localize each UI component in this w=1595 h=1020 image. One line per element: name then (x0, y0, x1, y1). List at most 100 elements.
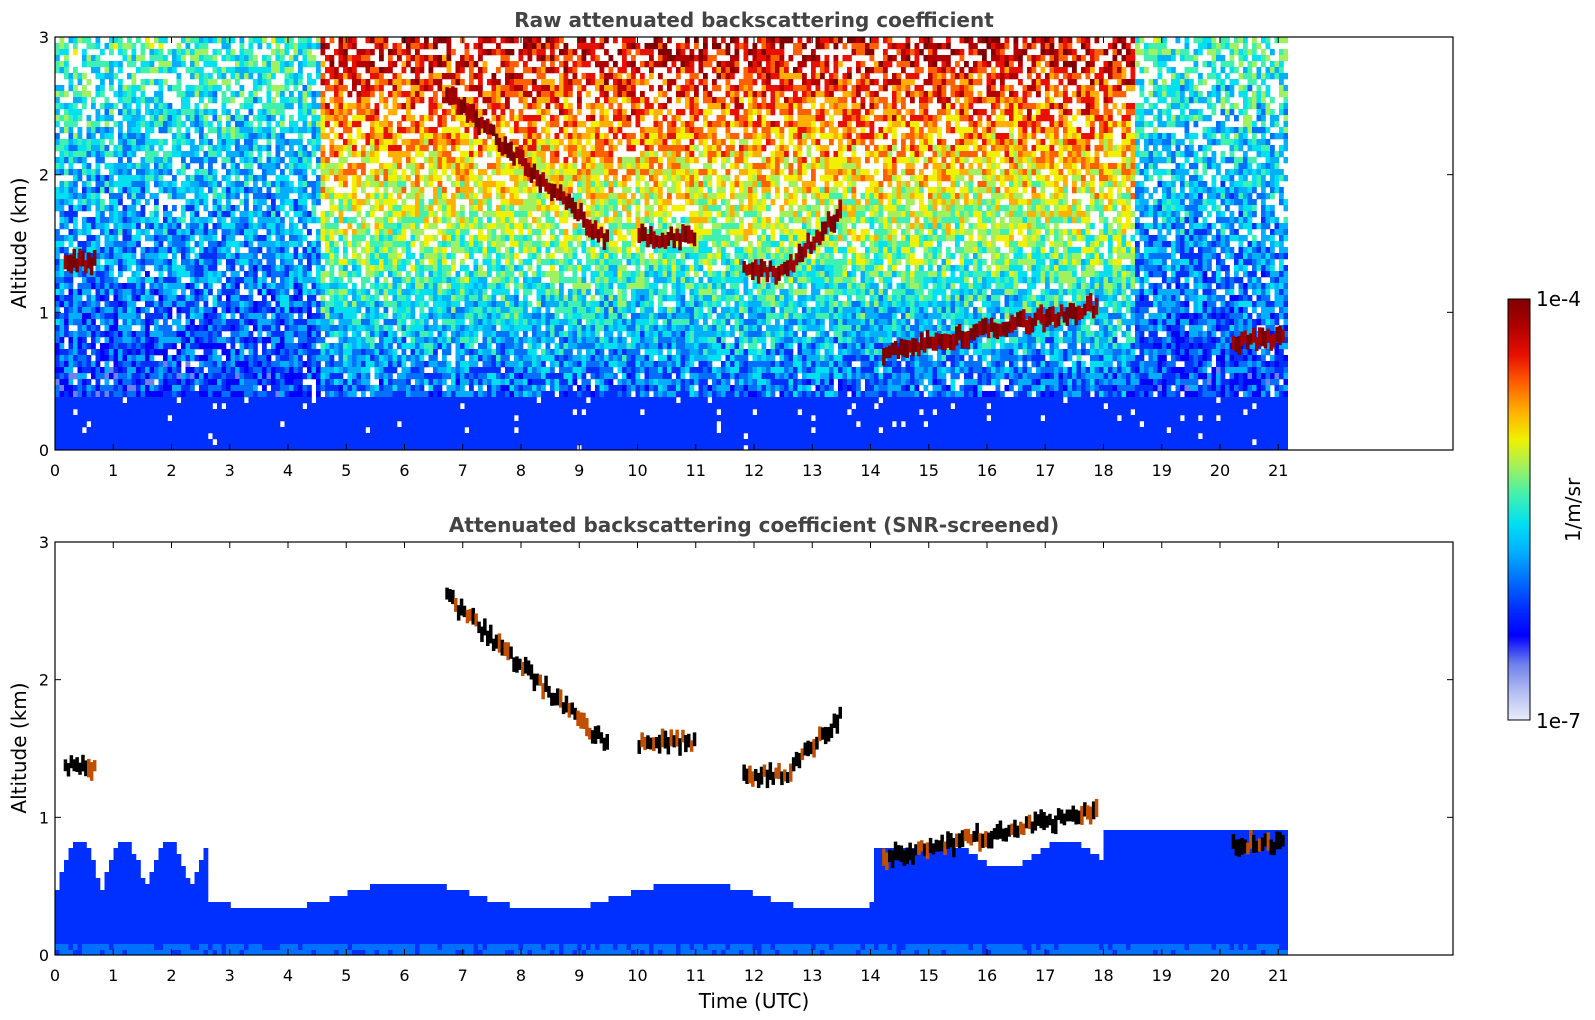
heatmap-cell (410, 235, 416, 242)
heatmap-cell (217, 379, 222, 386)
heatmap-cell (262, 277, 267, 284)
heatmap-cell (77, 289, 83, 296)
heatmap-cell (347, 193, 353, 200)
heatmap-cell (55, 379, 60, 386)
heatmap-cell (406, 139, 411, 146)
heatmap-cell (185, 313, 191, 320)
heatmap-cell (257, 283, 263, 290)
heatmap-cell (145, 145, 150, 152)
heatmap-cell (230, 349, 236, 356)
heatmap-cell (370, 295, 375, 302)
heatmap-cell (365, 373, 371, 380)
heatmap-cell (145, 121, 150, 128)
heatmap-cell (356, 409, 362, 416)
heatmap-cell (91, 307, 96, 314)
heatmap-cell (163, 139, 168, 146)
heatmap-cell (185, 199, 191, 206)
heatmap-cell (316, 199, 321, 206)
heatmap-cell (284, 241, 290, 248)
heatmap-cell (172, 121, 177, 128)
heatmap-cell (302, 391, 308, 398)
heatmap-cell (100, 199, 105, 206)
heatmap-cell (239, 325, 245, 332)
heatmap-cell (293, 127, 299, 134)
heatmap-cell (77, 265, 83, 272)
heatmap-cell (343, 421, 348, 428)
heatmap-cell (392, 229, 398, 236)
heatmap-cell (343, 415, 348, 422)
heatmap-cell (140, 349, 146, 356)
heatmap-cell (244, 259, 249, 266)
heatmap-cell (253, 139, 258, 146)
heatmap-cell (406, 223, 411, 230)
heatmap-cell (239, 427, 245, 434)
heatmap-cell (275, 271, 281, 278)
heatmap-cell (401, 91, 407, 98)
heatmap-cell (163, 223, 168, 230)
heatmap-cell (415, 367, 420, 374)
heatmap-cell (64, 367, 69, 374)
heatmap-cell (109, 133, 114, 140)
heatmap-cell (401, 205, 407, 212)
heatmap-cell (149, 193, 155, 200)
heatmap-cell (446, 139, 452, 146)
heatmap-cell (370, 241, 375, 248)
heatmap-cell (451, 379, 456, 386)
heatmap-cell (248, 43, 254, 50)
heatmap-cell (329, 319, 335, 326)
heatmap-cell (86, 319, 92, 326)
heatmap-cell (311, 259, 317, 266)
heatmap-cell (298, 157, 303, 164)
heatmap-cell (338, 271, 344, 278)
heatmap-cell (280, 223, 285, 230)
heatmap-cell (356, 325, 362, 332)
heatmap-cell (140, 91, 146, 98)
heatmap-cell (266, 241, 272, 248)
heatmap-cell (446, 211, 452, 218)
heatmap-cell (307, 241, 312, 248)
heatmap-cell (68, 415, 74, 422)
heatmap-cell (442, 265, 447, 272)
heatmap-cell (334, 229, 339, 236)
heatmap-cell (307, 265, 312, 272)
heatmap-cell (163, 313, 168, 320)
heatmap-cell (343, 259, 348, 266)
heatmap-cell (194, 223, 200, 230)
heatmap-cell (158, 259, 164, 266)
heatmap-cell (320, 61, 326, 68)
heatmap-cell (424, 277, 429, 284)
heatmap-cell (185, 265, 191, 272)
heatmap-cell (140, 445, 146, 450)
heatmap-cell (338, 421, 344, 428)
heatmap-cell (419, 403, 425, 410)
heatmap-cell (118, 367, 123, 374)
heatmap-cell (370, 109, 375, 116)
heatmap-cell (239, 343, 245, 350)
heatmap-cell (415, 385, 420, 392)
heatmap-cell (397, 73, 402, 80)
heatmap-cell (271, 409, 276, 416)
heatmap-cell (401, 187, 407, 194)
heatmap-cell (113, 391, 119, 398)
heatmap-cell (149, 355, 155, 362)
heatmap-cell (104, 43, 110, 50)
heatmap-cell (442, 271, 447, 278)
heatmap-cell (370, 385, 375, 392)
heatmap-cell (217, 145, 222, 152)
heatmap-cell (73, 139, 78, 146)
heatmap-cell (311, 295, 317, 302)
heatmap-cell (325, 217, 330, 224)
heatmap-cell (392, 433, 398, 440)
heatmap-cell (203, 325, 209, 332)
heatmap-cell (181, 283, 186, 290)
heatmap-cell (226, 439, 231, 446)
heatmap-cell (77, 445, 83, 450)
heatmap-cell (145, 127, 150, 134)
heatmap-cell (307, 439, 312, 446)
heatmap-cell (95, 307, 101, 314)
heatmap-cell (136, 67, 141, 74)
heatmap-cell (73, 211, 78, 218)
heatmap-cell (163, 205, 168, 212)
heatmap-cell (307, 307, 312, 314)
heatmap-cell (113, 199, 119, 206)
